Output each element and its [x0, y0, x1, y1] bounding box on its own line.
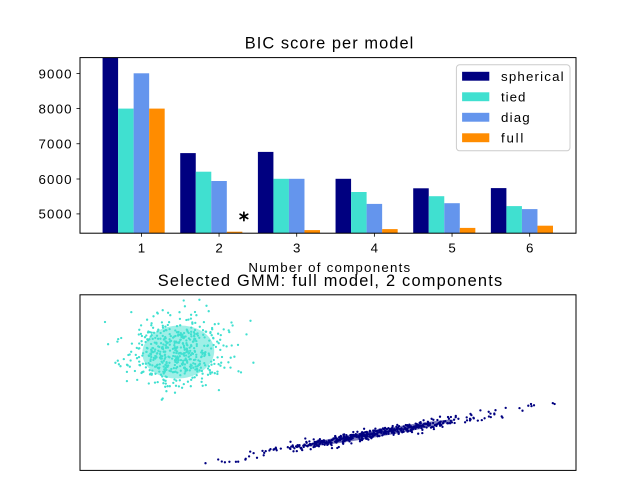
- svg-text:5000: 5000: [39, 207, 72, 222]
- svg-text:tied: tied: [501, 89, 525, 104]
- svg-text:diag: diag: [501, 110, 530, 125]
- svg-text:1: 1: [138, 241, 145, 256]
- svg-text:Number of components: Number of components: [248, 260, 410, 275]
- svg-text:full: full: [501, 130, 523, 145]
- svg-text:4: 4: [371, 241, 378, 256]
- svg-text:6: 6: [526, 241, 533, 256]
- svg-text:8000: 8000: [39, 101, 72, 116]
- svg-text:6000: 6000: [39, 172, 72, 187]
- svg-text:7000: 7000: [39, 137, 72, 152]
- svg-text:Selected GMM: full model, 2 co: Selected GMM: full model, 2 components: [158, 272, 502, 290]
- svg-text:5: 5: [448, 241, 455, 256]
- svg-text:9000: 9000: [39, 66, 72, 81]
- svg-text:3: 3: [293, 241, 300, 256]
- svg-text:BIC score per model: BIC score per model: [245, 35, 414, 53]
- svg-text:2: 2: [215, 241, 222, 256]
- svg-text:spherical: spherical: [501, 69, 564, 84]
